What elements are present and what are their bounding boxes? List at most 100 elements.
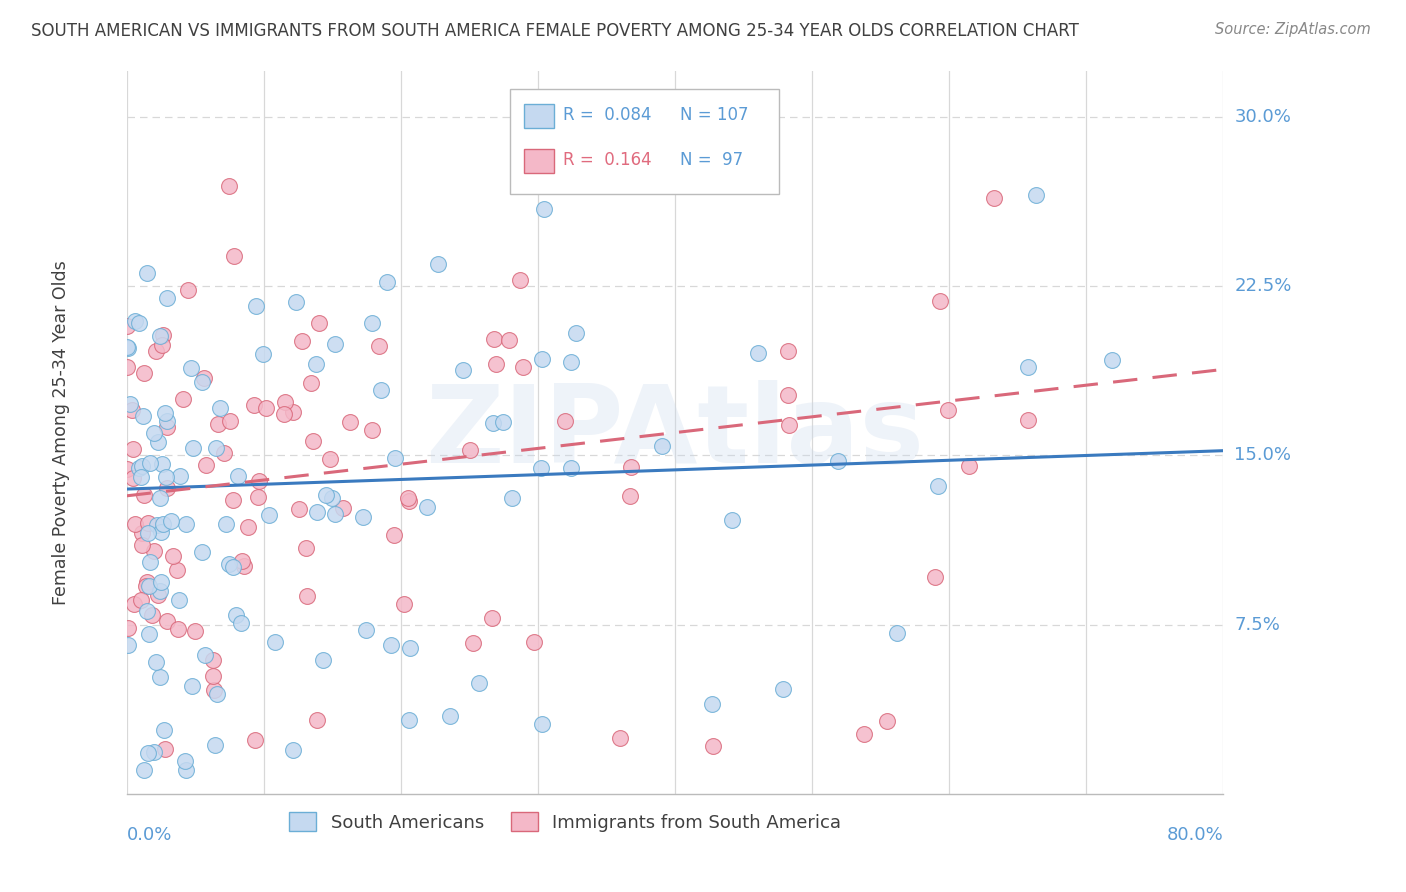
Point bbox=[166, 563, 188, 577]
Point bbox=[281, 743, 304, 757]
Point bbox=[530, 461, 553, 475]
Point bbox=[174, 754, 197, 768]
Point bbox=[135, 579, 157, 593]
Point bbox=[222, 492, 245, 507]
Point bbox=[481, 611, 503, 625]
Point bbox=[162, 549, 184, 564]
Point bbox=[215, 516, 238, 531]
Point bbox=[776, 343, 799, 358]
Point bbox=[145, 343, 167, 358]
Point bbox=[139, 555, 162, 569]
Point bbox=[136, 574, 159, 589]
Point bbox=[299, 376, 322, 390]
Point bbox=[138, 627, 160, 641]
Point bbox=[150, 338, 173, 352]
Point bbox=[498, 333, 520, 347]
Point bbox=[181, 441, 204, 455]
Text: 80.0%: 80.0% bbox=[1167, 826, 1223, 845]
Point bbox=[174, 763, 197, 777]
Point bbox=[398, 493, 420, 508]
Point bbox=[291, 334, 314, 348]
Point bbox=[228, 469, 250, 483]
Point bbox=[132, 366, 155, 380]
Point bbox=[222, 560, 245, 574]
Point bbox=[772, 682, 794, 697]
Point bbox=[138, 579, 160, 593]
Point bbox=[352, 510, 374, 524]
Point bbox=[295, 541, 318, 555]
Point bbox=[131, 525, 153, 540]
Point bbox=[150, 457, 173, 471]
Point bbox=[115, 340, 138, 354]
Point bbox=[218, 557, 240, 571]
Point bbox=[148, 434, 170, 449]
Point bbox=[384, 450, 406, 465]
Point bbox=[225, 607, 247, 622]
Point bbox=[209, 401, 232, 415]
Point bbox=[460, 443, 482, 458]
Point bbox=[201, 668, 224, 682]
Point bbox=[141, 607, 163, 622]
Point bbox=[152, 327, 174, 342]
Point bbox=[166, 622, 188, 636]
Point bbox=[827, 454, 849, 468]
Point bbox=[482, 417, 505, 431]
Point bbox=[1017, 359, 1039, 374]
Point bbox=[247, 474, 270, 488]
Point bbox=[531, 717, 554, 731]
Point bbox=[439, 708, 461, 723]
Point bbox=[382, 527, 405, 541]
Point bbox=[453, 363, 475, 377]
Point bbox=[115, 359, 138, 374]
Point bbox=[156, 481, 179, 495]
Point bbox=[122, 471, 145, 485]
Point bbox=[117, 341, 139, 355]
Point bbox=[117, 639, 139, 653]
Point bbox=[122, 442, 145, 457]
Point bbox=[928, 294, 950, 309]
Text: R =  0.084: R = 0.084 bbox=[562, 106, 651, 124]
Point bbox=[152, 516, 174, 531]
Point bbox=[115, 318, 138, 333]
Point bbox=[124, 516, 146, 531]
Point bbox=[145, 655, 167, 669]
Point bbox=[132, 409, 155, 423]
Point bbox=[149, 329, 172, 343]
Text: Source: ZipAtlas.com: Source: ZipAtlas.com bbox=[1215, 22, 1371, 37]
Point bbox=[135, 604, 157, 618]
Point bbox=[153, 406, 176, 420]
Text: 15.0%: 15.0% bbox=[1234, 446, 1291, 464]
Point bbox=[370, 383, 392, 397]
Point bbox=[174, 516, 197, 531]
Point bbox=[177, 283, 200, 297]
Point bbox=[219, 413, 242, 427]
Point bbox=[509, 273, 531, 287]
Point bbox=[191, 545, 214, 559]
Point bbox=[957, 458, 980, 473]
Text: 0.0%: 0.0% bbox=[127, 826, 172, 845]
Point bbox=[485, 357, 508, 371]
Point bbox=[143, 745, 166, 759]
Point bbox=[609, 731, 631, 746]
Point bbox=[214, 445, 236, 459]
Point bbox=[122, 597, 145, 611]
Point bbox=[190, 375, 212, 389]
Point bbox=[181, 679, 204, 693]
Point bbox=[380, 638, 402, 652]
Point bbox=[468, 676, 491, 690]
Point bbox=[702, 739, 724, 754]
Point bbox=[128, 461, 150, 475]
Point bbox=[194, 648, 217, 663]
Point bbox=[554, 414, 576, 428]
Point bbox=[308, 316, 330, 330]
Point bbox=[149, 575, 172, 590]
Point bbox=[321, 491, 343, 505]
Point bbox=[274, 395, 297, 409]
Point bbox=[318, 451, 340, 466]
Point bbox=[416, 500, 439, 514]
FancyBboxPatch shape bbox=[523, 149, 554, 173]
Point bbox=[339, 415, 361, 429]
Text: Female Poverty Among 25-34 Year Olds: Female Poverty Among 25-34 Year Olds bbox=[52, 260, 70, 605]
Point bbox=[128, 316, 150, 330]
Point bbox=[1101, 352, 1123, 367]
